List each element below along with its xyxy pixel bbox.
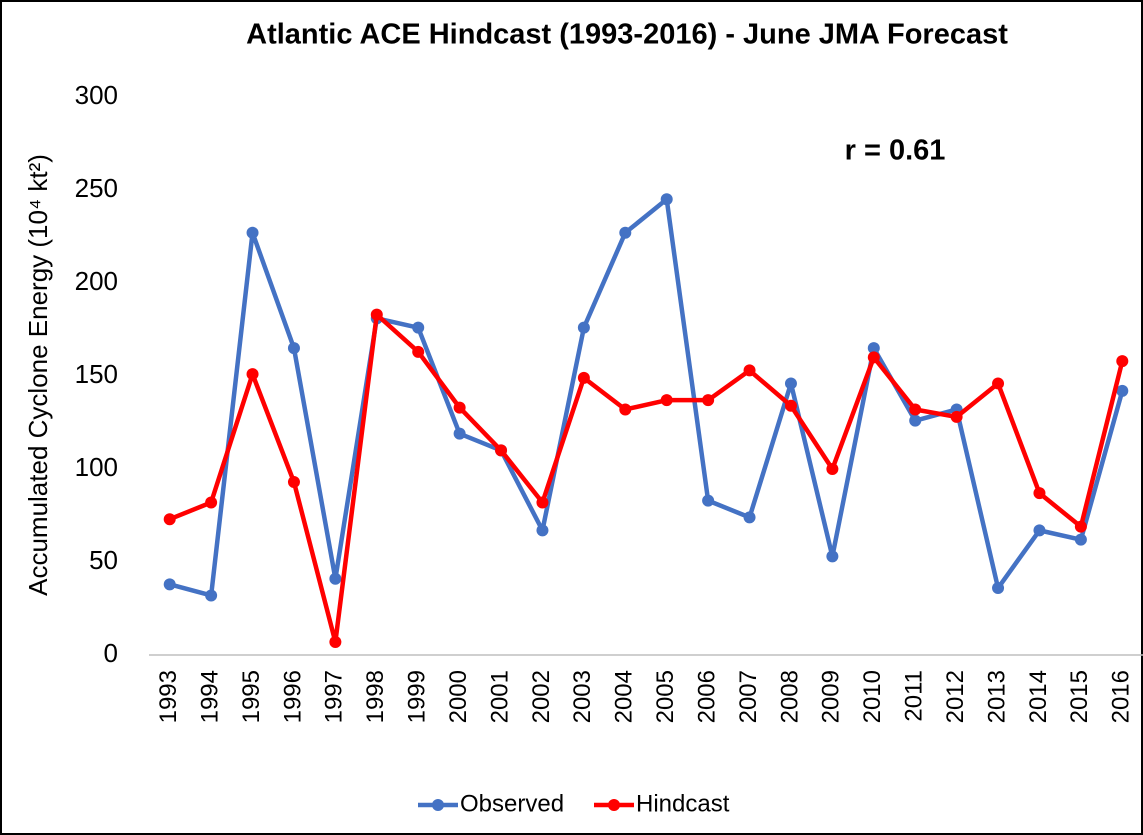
data-point bbox=[909, 414, 922, 427]
data-point bbox=[1074, 533, 1087, 546]
legend-label: Hindcast bbox=[636, 790, 730, 817]
x-tick-label: 2008 bbox=[776, 670, 803, 723]
data-point bbox=[867, 351, 880, 364]
x-tick-label: 1995 bbox=[238, 670, 265, 723]
data-point bbox=[1116, 355, 1129, 368]
y-tick-label: 0 bbox=[104, 638, 118, 668]
y-tick-label: 250 bbox=[75, 173, 118, 203]
data-point bbox=[1116, 384, 1129, 397]
data-point bbox=[619, 403, 632, 416]
data-point bbox=[536, 496, 549, 509]
x-tick-label: 1997 bbox=[321, 670, 348, 723]
data-point bbox=[1074, 520, 1087, 533]
legend-label: Observed bbox=[460, 790, 564, 817]
y-tick-label: 200 bbox=[75, 266, 118, 296]
x-tick-label: 2005 bbox=[652, 670, 679, 723]
y-tick-label: 150 bbox=[75, 359, 118, 389]
series-line bbox=[168, 312, 1125, 645]
data-point bbox=[784, 399, 797, 412]
data-point bbox=[246, 226, 259, 239]
data-point bbox=[743, 511, 756, 524]
y-tick-label: 300 bbox=[75, 80, 118, 110]
x-tick-label: 1999 bbox=[404, 670, 431, 723]
x-tick-label: 2007 bbox=[735, 670, 762, 723]
data-point bbox=[867, 342, 880, 355]
x-tick-label: 2000 bbox=[445, 670, 472, 723]
data-point bbox=[412, 345, 425, 358]
data-point bbox=[205, 589, 218, 602]
x-tick-label: 2010 bbox=[859, 670, 886, 723]
data-point bbox=[329, 635, 342, 648]
data-point bbox=[287, 342, 300, 355]
legend-marker bbox=[432, 799, 444, 811]
data-point bbox=[992, 377, 1005, 390]
y-tick-label: 50 bbox=[89, 545, 118, 575]
data-point bbox=[536, 524, 549, 537]
legend-marker bbox=[608, 799, 620, 811]
data-point bbox=[495, 444, 508, 457]
x-tick-label: 2003 bbox=[569, 670, 596, 723]
y-tick-label: 100 bbox=[75, 452, 118, 482]
data-point bbox=[577, 371, 590, 384]
data-point bbox=[163, 513, 176, 526]
x-tick-label: 2016 bbox=[1108, 670, 1135, 723]
data-point bbox=[826, 463, 839, 475]
data-point bbox=[660, 193, 673, 206]
x-tick-label: 2009 bbox=[818, 670, 845, 723]
data-point bbox=[163, 578, 176, 591]
x-tick-label: 2011 bbox=[901, 670, 928, 722]
x-tick-label: 2015 bbox=[1066, 670, 1093, 723]
x-tick-label: 2006 bbox=[693, 670, 720, 723]
data-point bbox=[453, 427, 466, 440]
data-point bbox=[950, 410, 963, 423]
x-tick-label: 2002 bbox=[528, 670, 555, 723]
chart-title: Atlantic ACE Hindcast (1993-2016) - June… bbox=[246, 19, 1008, 51]
data-point bbox=[909, 403, 922, 416]
data-point bbox=[577, 321, 590, 334]
data-point bbox=[619, 226, 632, 239]
x-tick-label: 2013 bbox=[983, 670, 1010, 723]
data-point bbox=[784, 377, 797, 390]
x-tick-label: 1998 bbox=[362, 670, 389, 723]
x-tick-label: 1996 bbox=[279, 670, 306, 723]
data-point bbox=[412, 321, 425, 334]
data-point bbox=[205, 496, 218, 509]
data-point bbox=[992, 582, 1005, 595]
data-point bbox=[826, 550, 839, 563]
x-tick-label: 2004 bbox=[611, 670, 638, 723]
data-point bbox=[660, 394, 673, 407]
data-point bbox=[246, 368, 259, 381]
x-tick-label: 2001 bbox=[486, 670, 513, 723]
x-tick-label: 1994 bbox=[196, 670, 223, 723]
series-line bbox=[169, 197, 1125, 598]
data-point bbox=[370, 308, 383, 321]
data-point bbox=[453, 401, 466, 414]
x-tick-label: 2014 bbox=[1025, 670, 1052, 723]
data-point bbox=[329, 572, 342, 585]
data-point bbox=[1033, 524, 1046, 537]
data-point bbox=[287, 476, 300, 489]
annotation: r = 0.61 bbox=[845, 135, 946, 167]
x-tick-label: 1993 bbox=[155, 670, 182, 723]
data-point bbox=[743, 364, 756, 377]
x-tick-label: 2012 bbox=[942, 670, 969, 723]
data-point bbox=[1033, 487, 1046, 500]
y-axis-title: Accumulated Cyclone Energy (10⁴ kt²) bbox=[23, 154, 53, 596]
data-point bbox=[702, 494, 715, 507]
data-point bbox=[702, 394, 715, 407]
